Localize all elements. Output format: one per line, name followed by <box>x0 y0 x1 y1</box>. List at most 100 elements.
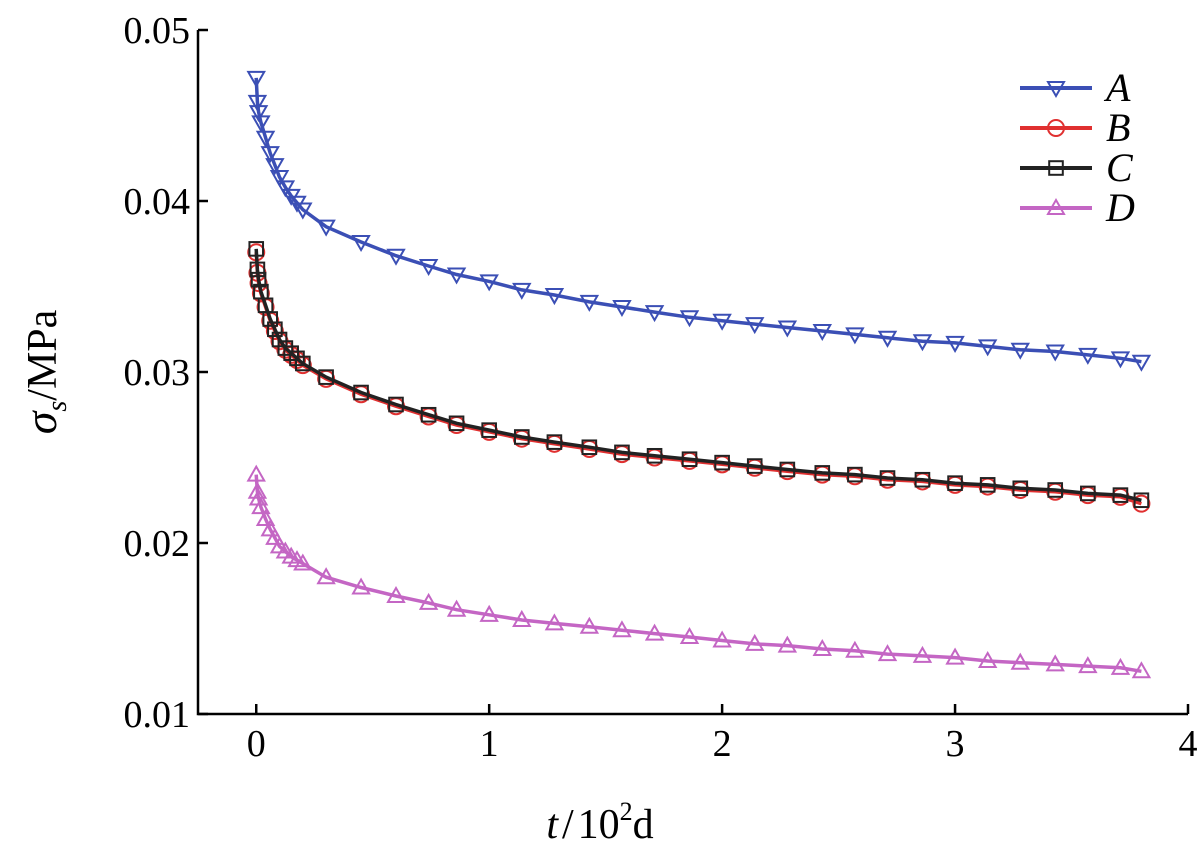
data-point-d <box>644 623 665 641</box>
x-label-var: t <box>546 802 559 848</box>
data-point-a <box>512 282 532 300</box>
x-label-sep: / <box>562 802 574 848</box>
data-point-c <box>1080 485 1096 502</box>
data-point-d <box>246 464 266 482</box>
x-tick-label: 2 <box>713 723 732 765</box>
data-point-a <box>275 180 296 198</box>
data-point-c <box>979 477 996 493</box>
axes <box>196 30 1188 716</box>
data-point-d <box>812 639 833 657</box>
y-ticks: 0.01 0.02 0.03 0.04 0.05 <box>124 10 208 736</box>
data-point-d <box>479 604 499 622</box>
data-point-a <box>479 274 499 292</box>
data-point-d <box>316 567 336 585</box>
data-point-d <box>1078 656 1098 674</box>
data-point-d <box>251 497 271 515</box>
legend-marker <box>1046 197 1066 215</box>
x-ticks: 0 1 2 3 4 <box>247 704 1198 765</box>
data-point-d <box>679 627 700 645</box>
x-tick-label: 3 <box>946 723 965 765</box>
data-point-c <box>295 355 311 372</box>
y-tick-label: 0.05 <box>124 10 191 52</box>
series-line-c <box>254 248 1142 502</box>
data-point-c <box>250 271 267 288</box>
series-line-b <box>254 252 1142 506</box>
series-line-a <box>254 77 1142 364</box>
data-point-d <box>912 645 933 663</box>
series-c <box>248 241 1150 509</box>
legend-label: D <box>1105 185 1135 230</box>
data-point-a <box>1131 354 1152 372</box>
y-label-sub: s <box>42 401 73 412</box>
data-point-c <box>481 422 497 438</box>
legend-item-b: B <box>1020 105 1130 150</box>
series-d <box>246 464 1152 679</box>
series-line-d <box>254 474 1142 674</box>
legend-label: B <box>1106 105 1130 150</box>
y-tick-label: 0.04 <box>124 181 191 223</box>
data-point-c <box>847 466 863 483</box>
data-point-d <box>712 630 732 648</box>
data-point-c <box>267 321 283 338</box>
data-point-a <box>679 310 700 328</box>
data-point-d <box>877 644 898 662</box>
data-point-c <box>947 475 963 491</box>
data-point-a <box>1110 351 1131 369</box>
data-point-a <box>351 235 371 253</box>
data-point-a <box>251 115 271 133</box>
data-point-c <box>448 415 465 432</box>
y-label-unit: /MPa <box>20 309 66 400</box>
data-point-c <box>249 261 266 278</box>
data-point-c <box>420 406 437 423</box>
data-point-d <box>418 592 439 610</box>
data-point-a <box>260 146 280 164</box>
data-point-d <box>945 647 965 665</box>
data-point-d <box>579 616 600 634</box>
data-point-a <box>845 327 865 345</box>
y-label-var: σ <box>15 409 66 434</box>
series-layer <box>246 70 1152 679</box>
data-point-a <box>612 300 632 318</box>
x-label-base: 10 <box>578 802 620 848</box>
series-b <box>247 243 1151 513</box>
data-point-b <box>1132 494 1151 513</box>
legend-item-c: C <box>1020 145 1134 190</box>
data-point-d <box>1045 654 1065 672</box>
data-point-a <box>945 335 965 353</box>
data-point-d <box>255 509 276 527</box>
data-point-a <box>579 294 600 312</box>
data-point-c <box>248 241 265 257</box>
data-point-c <box>814 465 831 481</box>
data-point-c <box>581 439 598 456</box>
data-point-d <box>446 599 467 617</box>
x-axis-label: t/102d <box>546 797 653 848</box>
data-point-a <box>712 313 732 331</box>
legend-label: C <box>1106 145 1134 190</box>
data-point-c <box>914 471 931 488</box>
data-point-c <box>318 369 334 385</box>
data-point-a <box>255 130 276 148</box>
data-point-c <box>746 458 763 474</box>
data-point-d <box>845 640 865 658</box>
data-point-c <box>546 434 563 450</box>
data-point-a <box>877 330 898 348</box>
data-point-a <box>418 258 439 276</box>
data-point-a <box>745 317 765 335</box>
data-point-d <box>777 635 798 653</box>
data-point-c <box>353 384 369 401</box>
data-point-d <box>247 481 268 499</box>
data-point-c <box>614 444 630 461</box>
data-point-d <box>977 650 998 668</box>
data-point-a <box>293 202 313 220</box>
x-tick-label: 4 <box>1179 723 1198 765</box>
data-point-a <box>246 70 266 88</box>
data-point-d <box>512 609 532 627</box>
data-point-c <box>714 454 730 471</box>
data-point-a <box>777 320 798 338</box>
data-point-a <box>386 248 406 266</box>
legend-item-d: D <box>1020 185 1135 230</box>
data-point-c <box>388 396 404 413</box>
data-point-a <box>446 267 467 285</box>
data-point-d <box>745 633 765 651</box>
